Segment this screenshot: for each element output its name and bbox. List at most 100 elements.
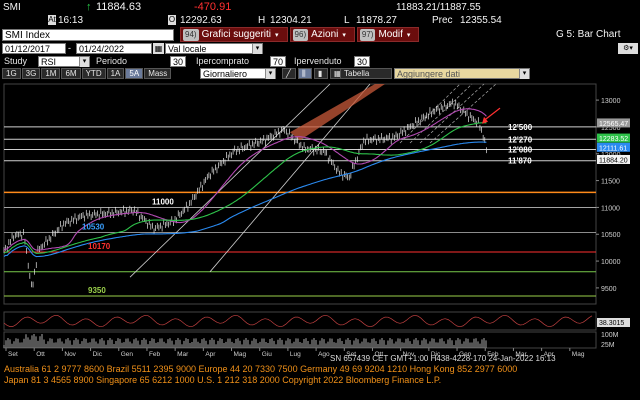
currency-select[interactable]: Val locale ▾ bbox=[165, 43, 263, 54]
period-1m-button[interactable]: 1M bbox=[41, 68, 61, 79]
study-select[interactable]: RSI ▾ bbox=[38, 56, 90, 67]
line-tool-icon[interactable]: ╱ bbox=[282, 68, 296, 79]
caret-down-icon: ▾ bbox=[406, 31, 411, 39]
security-field[interactable]: SMI Index bbox=[2, 29, 174, 41]
month-label: Ott bbox=[36, 351, 45, 358]
calendar-icon[interactable]: ▦ bbox=[153, 43, 164, 54]
open-label: O bbox=[168, 15, 176, 25]
dashed-channel-line bbox=[419, 83, 485, 144]
chart-tools: ╱ ⫼ ▮ ▦ bbox=[282, 68, 345, 79]
price-tag bbox=[597, 154, 630, 164]
up-arrow-icon: ↑ bbox=[86, 1, 92, 13]
level-label: 11'870 bbox=[508, 157, 532, 166]
ohlc-bar: At 16:13 O 12292.63 H 12304.21 L 11878.2… bbox=[0, 15, 640, 27]
footer: Australia 61 2 9777 8600 Brazil 5511 239… bbox=[0, 364, 640, 400]
month-label: Gen bbox=[121, 351, 134, 358]
tab-suggested-charts[interactable]: 94) Grafici suggeriti ▾ bbox=[180, 27, 288, 42]
last-price: 11884.63 bbox=[96, 1, 142, 13]
net-change: -470.91 bbox=[194, 1, 232, 13]
annotation-arrow bbox=[483, 107, 501, 121]
rsi-tag bbox=[597, 318, 630, 327]
caret-down-icon: ▾ bbox=[342, 31, 346, 39]
price-tag-label: 12565.47 bbox=[599, 121, 628, 128]
oversold-input[interactable]: 30 bbox=[354, 56, 370, 67]
start-date-input[interactable]: 01/12/2017 bbox=[2, 43, 66, 54]
period-1y-button[interactable]: 1A bbox=[106, 68, 125, 79]
frequency-select[interactable]: Giornaliero ▾ bbox=[200, 68, 276, 79]
end-date-input[interactable]: 01/24/2022 bbox=[76, 43, 152, 54]
footer-copyright: Japan 81 3 4565 8900 Singapore 65 6212 1… bbox=[4, 375, 442, 385]
ma-long-line bbox=[3, 141, 487, 258]
period-5y-button[interactable]: 5A bbox=[125, 68, 144, 79]
month-label: Mag bbox=[234, 351, 247, 358]
level-label: 11000 bbox=[152, 197, 174, 206]
month-label: Apr bbox=[544, 351, 555, 358]
chart-canvas[interactable]: 1300012500120001150011000105001000095001… bbox=[0, 82, 640, 365]
tab-actions[interactable]: 96) Azioni ▾ bbox=[289, 27, 355, 42]
dropdown-arrow-icon: ▾ bbox=[252, 44, 262, 54]
month-label: Giu bbox=[262, 351, 273, 358]
month-label: Dic bbox=[93, 351, 103, 358]
price-tag-label: 11884.20 bbox=[599, 157, 628, 164]
dropdown-arrow-icon: ▾ bbox=[79, 57, 89, 67]
ticker: SMI bbox=[3, 2, 21, 13]
volume-axis-label: 100M bbox=[601, 332, 619, 339]
candle-tool-icon[interactable]: ▮ bbox=[314, 68, 328, 79]
rsi-panel bbox=[3, 311, 597, 331]
dropdown-arrow-icon: ▾ bbox=[519, 69, 529, 79]
price-tag bbox=[597, 142, 630, 152]
arrow-head-icon bbox=[482, 116, 488, 124]
prev-label: Prec bbox=[432, 15, 453, 26]
date-range-row: 01/12/2017 - 01/24/2022 ▦ Val locale ▾ ⚙▾ bbox=[0, 43, 640, 56]
price-tick-label: 10000 bbox=[601, 259, 621, 266]
channel-band bbox=[290, 84, 385, 141]
open-value: 12292.63 bbox=[180, 15, 222, 26]
month-label: Mag bbox=[572, 351, 585, 358]
session-info: SN 657439 CET GMT+1:00 H438-4228-170 24-… bbox=[330, 354, 556, 363]
period-3d-button[interactable]: 3G bbox=[21, 68, 41, 79]
price-tag bbox=[597, 133, 630, 143]
period-max-button[interactable]: Mass bbox=[144, 68, 172, 79]
period-6m-button[interactable]: 6M bbox=[61, 68, 81, 79]
quote-bar: SMI ↑ 11884.63 -470.91 11883.21/11887.55 bbox=[0, 0, 640, 16]
tab-edit[interactable]: 97) Modif ▾ bbox=[356, 27, 420, 42]
level-label: 9350 bbox=[88, 286, 106, 295]
price-panel bbox=[3, 83, 597, 305]
high-value: 12304.21 bbox=[270, 15, 312, 26]
add-data-input[interactable]: Aggiungere dati ▾ bbox=[394, 68, 530, 79]
period-label: Periodo bbox=[96, 56, 128, 66]
month-label: Nov bbox=[403, 351, 415, 358]
ma-mid-line bbox=[3, 122, 487, 254]
bar-tool-icon[interactable]: ⫼ bbox=[298, 68, 312, 79]
price-tick-label: 11500 bbox=[601, 179, 620, 186]
month-label: Mar bbox=[515, 351, 527, 358]
volume-axis-label: 25M bbox=[601, 342, 615, 349]
month-label: Set bbox=[8, 351, 18, 358]
month-label: Dic bbox=[431, 351, 441, 358]
price-tick-label: 11000 bbox=[601, 205, 620, 212]
period-toolbar: 1G 3G 1M 6M YTD 1A 5A Mass Giornaliero ▾ … bbox=[0, 68, 640, 80]
last-time: 16:13 bbox=[58, 15, 84, 26]
footer-phones: Australia 61 2 9777 8600 Brazil 5511 239… bbox=[4, 364, 518, 374]
range-dash: - bbox=[68, 43, 71, 53]
price-chart[interactable]: 1300012500120001150011000105001000095001… bbox=[0, 82, 640, 365]
prev-value: 12355.54 bbox=[460, 15, 502, 26]
period-1d-button[interactable]: 1G bbox=[2, 68, 21, 79]
month-label: Gen bbox=[459, 351, 472, 358]
high-label: H bbox=[258, 15, 266, 26]
period-input[interactable]: 30 bbox=[170, 56, 186, 67]
level-label: 10170 bbox=[88, 242, 111, 251]
title-bar: SMI Index 94) Grafici suggeriti ▾ 96) Azion… bbox=[0, 27, 640, 42]
settings-dropdown-icon[interactable]: ⚙▾ bbox=[618, 43, 638, 54]
table-button[interactable]: Tabella bbox=[340, 68, 392, 79]
month-label: Apr bbox=[205, 351, 216, 358]
price-tag-label: 12111.61 bbox=[599, 145, 627, 152]
dashed-channel-line bbox=[399, 83, 461, 144]
overbought-label: Ipercomprato bbox=[196, 56, 250, 66]
price-tick-label: 9500 bbox=[601, 286, 617, 293]
overbought-input[interactable]: 70 bbox=[270, 56, 286, 67]
channel-line bbox=[209, 83, 371, 273]
period-ytd-button[interactable]: YTD bbox=[81, 68, 106, 79]
header-tabs: 94) Grafici suggeriti ▾ 96) Azioni ▾ 97) Modi… bbox=[180, 27, 420, 42]
price-tick-label: 12500 bbox=[601, 125, 621, 132]
